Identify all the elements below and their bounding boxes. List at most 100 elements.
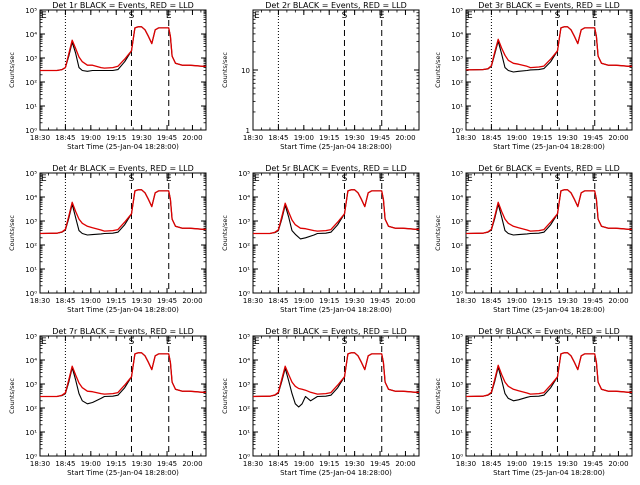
y-tick-label: 10⁴ <box>25 194 37 202</box>
x-tick-label: 20:00 <box>608 460 628 468</box>
x-tick-label: 18:30 <box>30 134 50 142</box>
x-tick-label: 20:00 <box>608 297 628 305</box>
y-tick-label: 10¹ <box>238 429 250 437</box>
panel-title: Det 4r BLACK = Events, RED = LLD <box>52 164 194 173</box>
x-tick-label: 20:00 <box>182 134 202 142</box>
plot-frame <box>465 335 633 457</box>
x-tick-label: 19:45 <box>370 134 390 142</box>
marker-label: S <box>342 174 348 184</box>
left-marker-label: E <box>467 174 473 184</box>
plot-frame <box>39 9 207 131</box>
y-tick-label: 10³ <box>238 218 250 226</box>
marker-label: E <box>166 11 172 21</box>
y-tick-label: 10² <box>25 405 37 413</box>
y-tick-label: 10¹ <box>25 103 37 111</box>
x-tick-label: 18:45 <box>55 134 75 142</box>
x-axis-label: Start Time (25-Jan-04 18:28:00) <box>67 469 179 477</box>
marker-label: E <box>379 11 385 21</box>
x-tick-label: 18:45 <box>268 134 288 142</box>
y-tick-label: 10⁵ <box>25 333 37 341</box>
series-line-lld <box>40 352 206 398</box>
x-tick-label: 19:00 <box>294 134 314 142</box>
x-tick-label: 19:15 <box>532 134 552 142</box>
x-tick-label: 19:00 <box>507 134 527 142</box>
x-tick-label: 19:30 <box>558 134 578 142</box>
left-marker-label: E <box>41 174 47 184</box>
y-tick-label: 10² <box>451 79 463 87</box>
y-tick-label: 1 <box>246 127 250 135</box>
marker-label: S <box>129 11 135 21</box>
y-tick-label: 10⁰ <box>25 290 37 298</box>
marker-label: E <box>166 174 172 184</box>
x-tick-label: 20:00 <box>395 134 415 142</box>
y-axis-label: Counts/sec <box>434 378 442 414</box>
marker-label: E <box>379 174 385 184</box>
x-tick-label: 18:45 <box>55 297 75 305</box>
x-tick-label: 19:00 <box>507 460 527 468</box>
series-line-lld <box>252 352 419 398</box>
x-tick-label: 19:45 <box>583 134 603 142</box>
series-line-lld <box>40 26 206 72</box>
left-marker-label: E <box>254 11 260 21</box>
y-axis-label: Counts/sec <box>8 52 16 88</box>
left-marker-label: E <box>467 337 473 347</box>
y-tick-label: 10¹ <box>25 266 37 274</box>
x-tick-label: 19:30 <box>345 460 365 468</box>
series-line-lld <box>465 352 632 398</box>
x-tick-label: 19:15 <box>106 297 126 305</box>
y-tick-label: 10³ <box>25 55 37 63</box>
x-axis-label: Start Time (25-Jan-04 18:28:00) <box>493 469 605 477</box>
x-tick-label: 20:00 <box>608 134 628 142</box>
x-axis-label: Start Time (25-Jan-04 18:28:00) <box>280 469 392 477</box>
x-tick-label: 19:00 <box>294 460 314 468</box>
marker-label: E <box>592 11 598 21</box>
y-axis-label: Counts/sec <box>8 378 16 414</box>
x-tick-label: 19:45 <box>157 297 177 305</box>
y-tick-label: 10⁵ <box>451 170 463 178</box>
x-tick-label: 18:45 <box>268 297 288 305</box>
y-tick-label: 10² <box>451 405 463 413</box>
plot-frame <box>39 335 207 457</box>
plot-frame <box>252 335 420 457</box>
x-tick-label: 19:15 <box>532 460 552 468</box>
marker-label: S <box>555 11 561 21</box>
y-tick-label: 10⁴ <box>451 357 463 365</box>
y-tick-label: 10⁴ <box>25 31 37 39</box>
y-tick-label: 10⁰ <box>451 453 463 461</box>
left-marker-label: E <box>41 11 47 21</box>
y-axis-label: Counts/sec <box>434 52 442 88</box>
x-tick-label: 19:30 <box>345 134 365 142</box>
x-tick-label: 19:30 <box>132 297 152 305</box>
series-line-lld <box>39 189 206 235</box>
panel-det-6: Det 6r BLACK = Events, RED = LLD Counts/s… <box>434 164 633 314</box>
x-tick-label: 19:30 <box>558 460 578 468</box>
x-tick-label: 18:30 <box>243 297 263 305</box>
panel-det-8: Det 8r BLACK = Events, RED = LLD Counts/s… <box>221 327 420 477</box>
series-line-lld <box>465 189 632 235</box>
y-tick-label: 10⁰ <box>25 453 37 461</box>
marker-label: S <box>129 337 135 347</box>
plot-frame <box>252 9 420 131</box>
x-tick-label: 19:15 <box>319 297 339 305</box>
marker-label: S <box>342 337 348 347</box>
plot-frame <box>465 9 633 131</box>
panel-det-4: Det 4r BLACK = Events, RED = LLD Counts/s… <box>8 164 207 314</box>
x-tick-label: 19:00 <box>81 460 101 468</box>
y-tick-label: 10⁵ <box>451 333 463 341</box>
y-tick-label: 10⁰ <box>25 127 37 135</box>
left-marker-label: E <box>41 337 47 347</box>
y-tick-label: 10¹ <box>451 429 463 437</box>
x-tick-label: 19:45 <box>157 134 177 142</box>
panel-title: Det 6r BLACK = Events, RED = LLD <box>478 164 620 173</box>
x-tick-label: 19:00 <box>507 297 527 305</box>
y-tick-label: 10⁰ <box>238 290 250 298</box>
y-axis-label: Counts/sec <box>221 215 229 251</box>
x-tick-label: 20:00 <box>395 297 415 305</box>
y-tick-label: 10⁵ <box>238 170 250 178</box>
x-tick-label: 19:30 <box>558 297 578 305</box>
y-tick-label: 10⁴ <box>238 194 250 202</box>
x-tick-label: 19:15 <box>319 134 339 142</box>
x-tick-label: 19:00 <box>294 297 314 305</box>
x-tick-label: 18:30 <box>456 297 476 305</box>
